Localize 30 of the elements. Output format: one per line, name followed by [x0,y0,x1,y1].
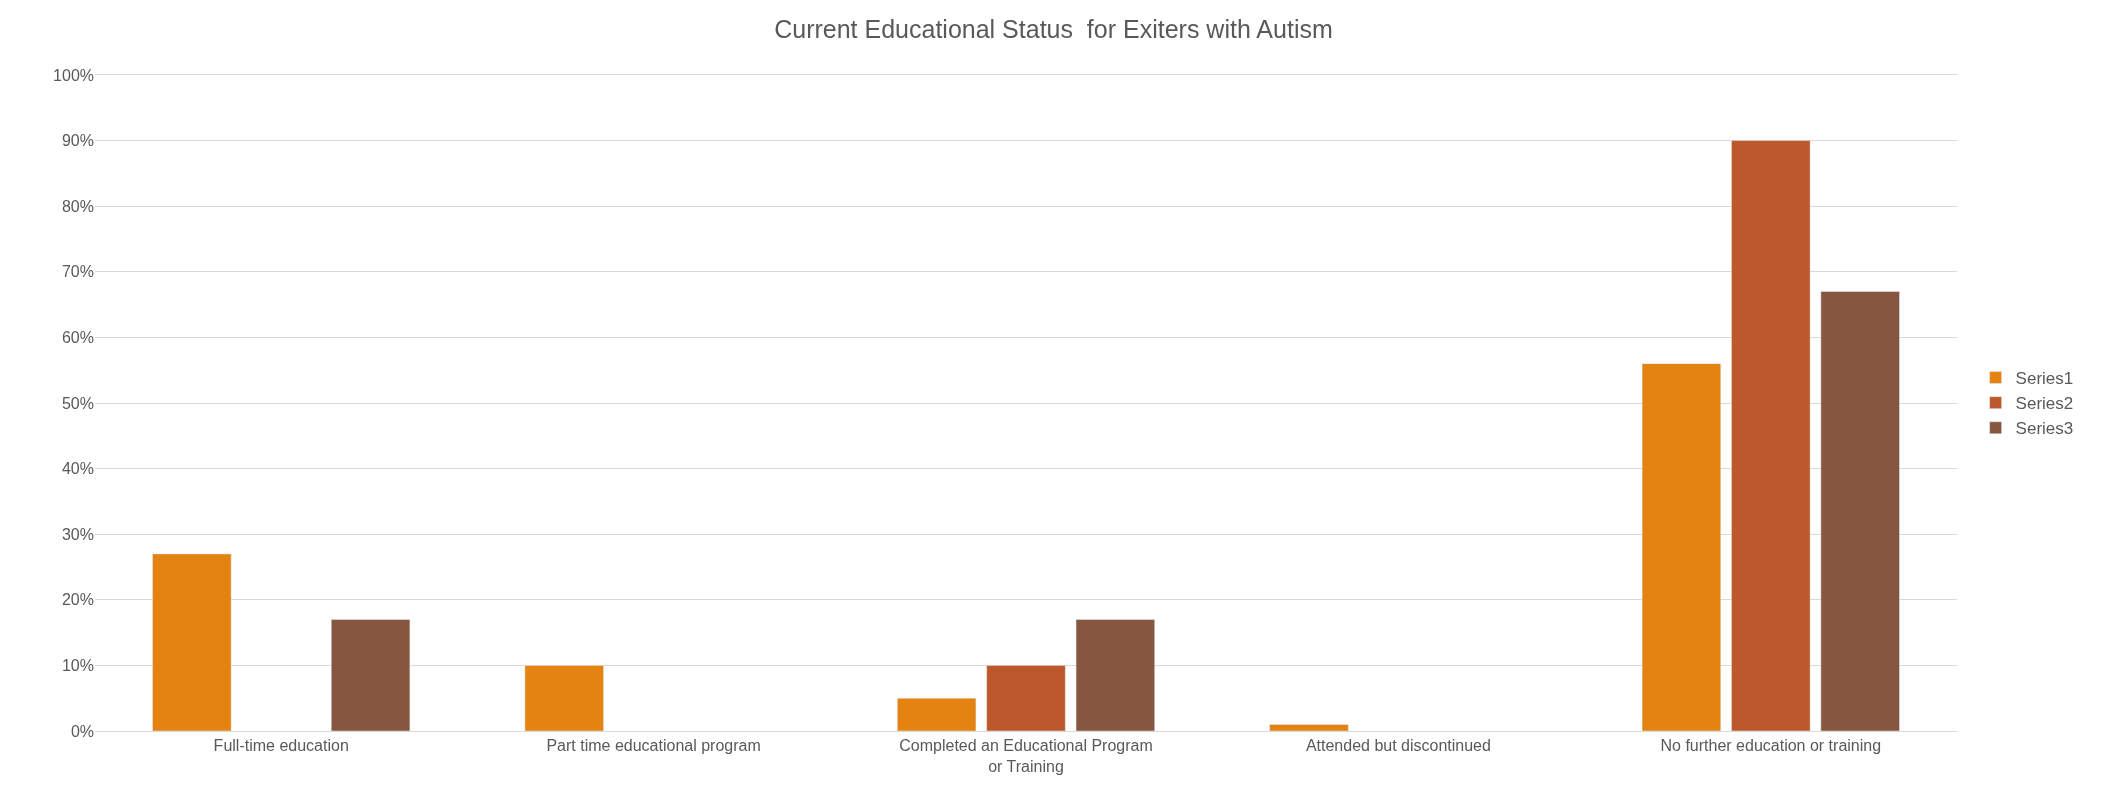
bar [1820,291,1900,731]
legend-label: Series1 [2015,369,2074,389]
y-tick-label: 0% [70,722,94,740]
y-tick-label: 10% [61,657,94,674]
y-tick-label: 20% [61,591,94,609]
y-tick-label: 30% [61,525,94,543]
bar [152,553,232,731]
legend-label: Series2 [2015,394,2074,414]
legend-label: Series3 [2015,419,2074,439]
bar [331,619,411,731]
x-tick-label: Part time educational program [546,737,761,755]
y-tick-label: 70% [61,263,94,281]
bar [1075,619,1155,731]
y-tick-label: 50% [61,394,94,412]
y-tick-label: 100% [53,66,94,84]
bar [986,665,1066,731]
x-tick-label: Attended but discontinued [1305,737,1491,755]
x-tick-label: Full-time education [213,737,349,755]
bar [524,665,604,731]
bar [897,697,977,731]
bar [1641,363,1721,731]
chart-title: Current Educational Status for Exiters with Autism [774,14,1333,43]
x-tick-label: No further education or training [1660,737,1882,755]
y-tick-label: 90% [61,132,94,150]
x-tick-label: Completed an Educational Program or Training [899,737,1153,775]
y-tick-label: 80% [61,197,94,215]
y-tick-label: 40% [61,460,94,478]
y-tick-label: 60% [61,329,94,346]
bar [1731,140,1811,731]
bar [1269,724,1349,731]
